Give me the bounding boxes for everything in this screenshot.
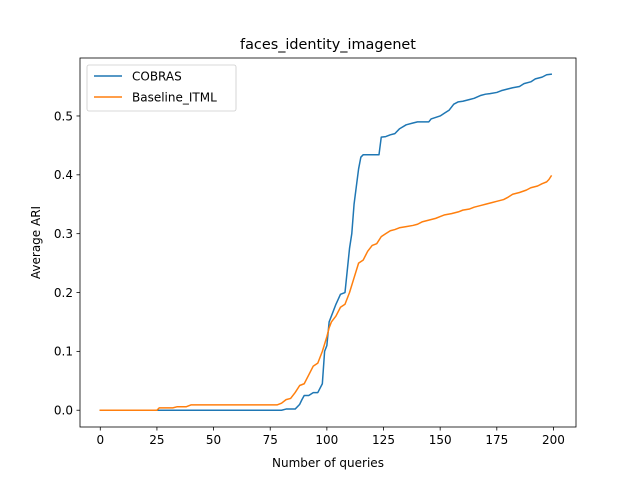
- x-tick-label: 0: [96, 433, 104, 447]
- chart-title: faces_identity_imagenet: [240, 37, 416, 53]
- x-axis-label: Number of queries: [272, 456, 384, 470]
- x-tick-label: 25: [149, 433, 164, 447]
- x-tick-label: 200: [542, 433, 565, 447]
- x-tick-label: 50: [206, 433, 221, 447]
- x-tick-label: 150: [429, 433, 452, 447]
- y-tick-label: 0.0: [54, 404, 73, 418]
- y-tick-label: 0.1: [54, 345, 73, 359]
- x-tick-label: 125: [372, 433, 395, 447]
- y-axis-label: Average ARI: [29, 206, 43, 279]
- legend: COBRAS Baseline_ITML: [86, 64, 237, 112]
- series-layer: [99, 73, 553, 411]
- x-tick-label: 100: [315, 433, 338, 447]
- y-tick-label: 0.3: [54, 227, 73, 241]
- x-tick-label: 175: [485, 433, 508, 447]
- legend-box: [86, 64, 237, 112]
- series-line-baseline-itml: [99, 174, 553, 411]
- y-tick-label: 0.4: [54, 168, 73, 182]
- plot-frame: [79, 57, 577, 428]
- legend-label: Baseline_ITML: [132, 90, 217, 104]
- plot-area: [80, 58, 576, 427]
- y-tick-label: 0.5: [54, 109, 73, 123]
- series-line-cobras: [99, 73, 553, 411]
- axes-layer: 0 25 50 75 100 125 150 175 200 0.0 0.1 0.2 0.3 0.4 0.5: [54, 109, 565, 447]
- x-tick-label: 75: [263, 433, 278, 447]
- y-tick-label: 0.2: [54, 286, 73, 300]
- legend-label: COBRAS: [132, 69, 182, 83]
